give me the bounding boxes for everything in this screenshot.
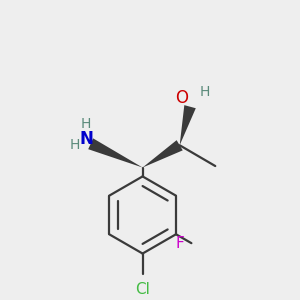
Text: H: H	[81, 118, 92, 131]
Text: H: H	[200, 85, 210, 99]
Text: H: H	[69, 138, 80, 152]
Polygon shape	[180, 105, 196, 145]
Text: Cl: Cl	[135, 282, 150, 297]
Polygon shape	[88, 138, 142, 167]
Text: F: F	[175, 236, 184, 251]
Polygon shape	[142, 140, 183, 167]
Text: N: N	[79, 130, 93, 148]
Text: O: O	[175, 89, 188, 107]
